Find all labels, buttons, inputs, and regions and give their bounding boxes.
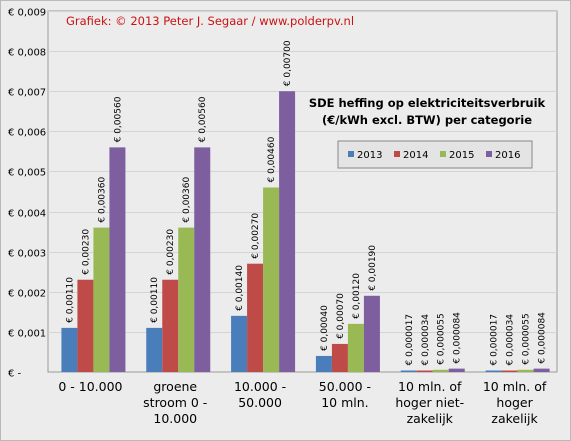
x-tick-label: 0 - 10.000 [58, 379, 122, 394]
legend-swatch-2015 [440, 151, 446, 157]
data-labels: € 0,00110 € 0,00230 € 0,00360 € 0,00560 € 0,… [65, 40, 547, 365]
data-label-2016: € 0,00560 [198, 96, 208, 142]
y-tick-label: € 0,008 [8, 48, 46, 59]
data-label-2016: € 0,00190 [368, 245, 378, 291]
data-label-2016: € 0,000084 [538, 312, 548, 364]
bar-2013 [146, 327, 163, 372]
y-tick-label: € 0,005 [8, 168, 46, 179]
data-label-2015: € 0,00460 [267, 136, 277, 182]
data-label-2016: € 0,00560 [113, 96, 123, 142]
y-tick-label: € 0,007 [8, 88, 46, 99]
data-label-2013: € 0,00110 [150, 277, 160, 323]
gridlines [48, 11, 557, 333]
data-label-2013: € 0,000017 [405, 314, 415, 366]
data-label-2013: € 0,00110 [65, 277, 75, 323]
bar-2016 [194, 147, 211, 372]
legend-label-2014: 2014 [403, 150, 428, 161]
x-tick-label: groene [153, 379, 197, 394]
data-label-2014: € 0,00230 [81, 229, 91, 275]
data-label-2014: € 0,00270 [251, 213, 261, 259]
data-label-2015: € 0,000055 [437, 313, 447, 365]
x-tick-label: 10 mln. of [483, 379, 547, 394]
bar-2014 [501, 370, 518, 372]
data-label-2015: € 0,00120 [352, 273, 362, 319]
legend-swatch-2016 [486, 151, 492, 157]
x-tick-label: 10 mln. of [398, 379, 462, 394]
bar-2016 [533, 368, 550, 372]
x-tick-label: 10.000 - [234, 379, 286, 394]
plot-area [47, 10, 558, 373]
bar-2016 [109, 147, 126, 372]
y-tick-label: € 0,004 [8, 209, 46, 220]
data-label-2015: € 0,00360 [97, 177, 107, 223]
y-tick-label: € 0,002 [8, 289, 46, 300]
data-label-2013: € 0,00140 [235, 265, 245, 311]
bar-2014 [247, 263, 264, 372]
bar-2014 [162, 279, 179, 372]
bar-2015 [93, 227, 110, 372]
legend-box [337, 140, 533, 169]
bar-2015 [263, 187, 280, 372]
bar-2015 [517, 369, 534, 372]
chart-title-line-1: SDE heffing op elektriciteitsverbruik [309, 96, 546, 110]
x-tick-label: zakelijk [407, 411, 454, 426]
x-tick-label: 10.000 [153, 411, 197, 426]
legend-swatch-2014 [394, 151, 400, 157]
data-label-2014: € 0,000034 [421, 314, 431, 366]
bar-2013 [231, 315, 248, 372]
data-label-2015: € 0,00360 [182, 177, 192, 223]
bars [61, 91, 550, 372]
y-tick-label: € 0,009 [8, 8, 46, 19]
bar-2015 [347, 323, 364, 372]
x-tick-label: stroom 0 - [143, 395, 207, 410]
legend-label-2016: 2016 [495, 150, 520, 161]
y-tick-label: € - [8, 369, 22, 380]
legend-swatch-2013 [348, 151, 354, 157]
bar-2014 [331, 343, 348, 372]
x-tick-label: hoger niet- [395, 395, 464, 410]
bar-2013 [315, 355, 332, 372]
bar-2013 [400, 370, 417, 372]
data-label-2016: € 0,000084 [453, 312, 463, 364]
x-tick-label: hoger [496, 395, 533, 410]
data-label-2013: € 0,000017 [490, 314, 500, 366]
bar-2013 [485, 370, 502, 372]
chart-title-line-2: (€/kWh excl. BTW) per categorie [322, 113, 532, 127]
x-tick-label: 50.000 - [319, 379, 371, 394]
bar-2016 [363, 295, 380, 372]
data-label-2014: € 0,000034 [506, 314, 516, 366]
bar-2015 [178, 227, 195, 372]
data-label-2016: € 0,00700 [283, 40, 293, 86]
bar-2014 [77, 279, 94, 372]
data-label-2014: € 0,00070 [336, 293, 346, 339]
bar-2013 [61, 327, 78, 372]
legend: 2013 2014 2015 2016 [337, 140, 533, 169]
y-tick-label: € 0,003 [8, 249, 46, 260]
data-label-2015: € 0,000055 [522, 313, 532, 365]
y-tick-label: € 0,006 [8, 128, 46, 139]
y-axis-ticks: € - € 0,001 € 0,002 € 0,003 € 0,004 € 0,005 € … [8, 8, 46, 380]
legend-label-2015: 2015 [449, 150, 474, 161]
bar-2014 [416, 370, 433, 372]
legend-label-2013: 2013 [357, 150, 382, 161]
data-label-2014: € 0,00230 [166, 229, 176, 275]
y-tick-label: € 0,001 [8, 329, 46, 340]
credit-text: Grafiek: © 2013 Peter J. Segaar / www.po… [66, 14, 354, 28]
data-label-2013: € 0,00040 [320, 305, 330, 351]
bar-2016 [279, 91, 296, 372]
x-tick-label: 50.000 [238, 395, 282, 410]
bar-2016 [448, 368, 465, 372]
x-tick-label: zakelijk [491, 411, 538, 426]
bar-2015 [432, 369, 449, 372]
x-tick-label: 10 mln. [321, 395, 368, 410]
